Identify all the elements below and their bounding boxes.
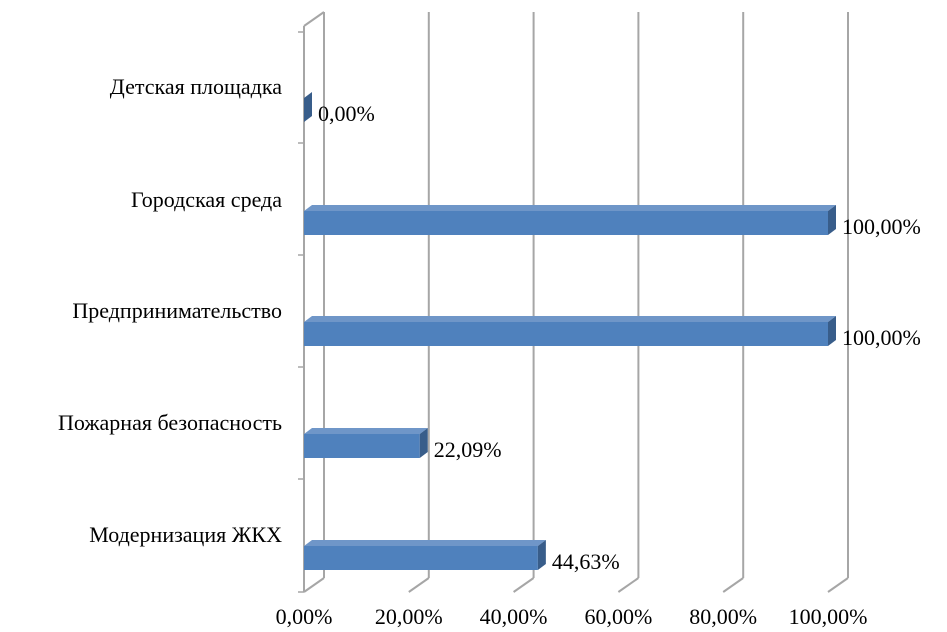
data-label: 22,09%: [434, 437, 502, 462]
bar-front: [304, 546, 538, 570]
bars: [304, 92, 836, 570]
bar: [304, 92, 312, 122]
floor-gridline: [617, 577, 639, 593]
bar-side: [828, 205, 836, 235]
gridlines: [303, 12, 849, 593]
bar: [304, 205, 836, 235]
bar: [304, 540, 546, 570]
floor-gridline: [408, 577, 430, 593]
bar-front: [304, 211, 828, 235]
bar-top: [304, 316, 836, 322]
category-label: Пожарная безопасность: [58, 410, 282, 435]
bar-front: [304, 322, 828, 346]
x-tick-label: 0,00%: [276, 604, 333, 629]
bar: [304, 428, 428, 458]
bar-front: [304, 434, 420, 458]
bar-side: [828, 316, 836, 346]
data-labels: 0,00% 100,00% 100,00% 22,09% 44,63%: [318, 101, 921, 574]
bar-side: [304, 92, 312, 122]
floor-gridline: [827, 577, 849, 593]
data-label: 100,00%: [842, 325, 921, 350]
floor-gridline: [722, 577, 744, 593]
data-label: 0,00%: [318, 101, 375, 126]
category-label: Городская среда: [131, 187, 282, 212]
data-label: 44,63%: [552, 549, 620, 574]
category-labels: Детская площадка Городская среда Предприни…: [58, 74, 282, 547]
x-tick-labels: 0,00% 20,00% 40,00% 60,00% 80,00% 100,00%: [276, 604, 868, 629]
x-tick-label: 40,00%: [480, 604, 548, 629]
x-tick-label: 60,00%: [584, 604, 652, 629]
bar-side: [419, 428, 428, 458]
bar: [304, 316, 836, 346]
bar-top: [304, 428, 428, 434]
floor-gridline: [513, 577, 535, 593]
floor-gridline: [303, 577, 325, 593]
category-label: Предпринимательство: [72, 298, 282, 323]
category-label: Модернизация ЖКХ: [89, 522, 282, 547]
x-tick-label: 20,00%: [375, 604, 443, 629]
x-tick-label: 80,00%: [689, 604, 757, 629]
bar-side: [537, 540, 546, 570]
data-label: 100,00%: [842, 214, 921, 239]
bar-top: [304, 540, 546, 546]
y-axis-top-edge: [303, 11, 325, 27]
category-label: Детская площадка: [110, 74, 282, 99]
x-tick-label: 100,00%: [789, 604, 868, 629]
bar-top: [304, 205, 836, 211]
